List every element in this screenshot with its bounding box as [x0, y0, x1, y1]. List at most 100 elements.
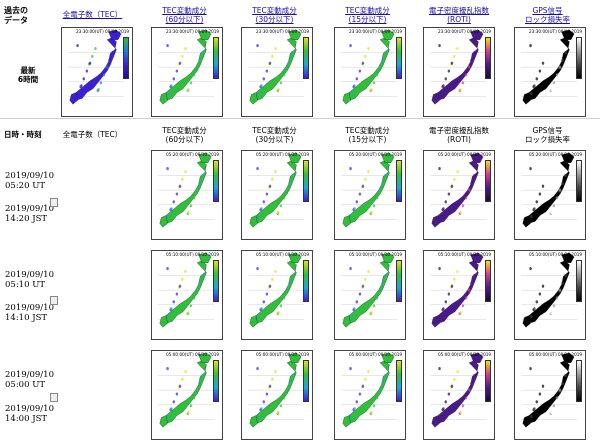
japan-map-graphic [248, 29, 305, 105]
latest-map-col-4[interactable]: 23:30:00(UT) 09/09 2019 [334, 27, 406, 117]
row-3-map-col-4[interactable]: 05:00:00(UT) 09/10 2019 [334, 350, 406, 440]
data-point [170, 407, 173, 411]
data-point [358, 192, 362, 196]
data-point [187, 411, 190, 415]
data-point [530, 91, 533, 96]
data-point [535, 400, 539, 404]
column-link-tec[interactable]: 全電子数（TEC） [62, 10, 123, 19]
row-2-map-col-5[interactable]: 05:10:00(UT) 09/10 2019 [423, 250, 495, 340]
map-timestamp: 05:10:00(UT) 09/10 2019 [529, 252, 583, 257]
map-timestamp: 23:30:00(UT) 09/09 2019 [438, 29, 492, 34]
japan-map-graphic [248, 352, 305, 428]
japan-landmass [561, 29, 575, 40]
latest-map-col-5[interactable]: 23:30:00(UT) 09/09 2019 [423, 27, 495, 117]
data-point [538, 69, 542, 73]
column-link-lol[interactable]: GPS信号 ロック損失率 [525, 6, 570, 24]
japan-landmass [288, 29, 302, 40]
japan-landmass [561, 352, 575, 363]
column-link-tec-60min[interactable]: TEC変動成分 (60分以下) [162, 6, 207, 24]
data-point [561, 58, 564, 62]
data-point [265, 292, 269, 296]
data-point [77, 91, 80, 96]
row-2-map-col-6[interactable]: 05:10:00(UT) 09/10 2019 [514, 250, 586, 340]
data-point [541, 184, 545, 188]
row-3-tec-image-placeholder [50, 393, 58, 402]
data-point [268, 284, 272, 288]
data-point [282, 396, 286, 400]
column-link-tec-15min[interactable]: TEC変動成分 (15分以下) [345, 6, 390, 24]
row-3-map-col-6[interactable]: 05:00:00(UT) 09/10 2019 [514, 350, 586, 440]
data-point [555, 196, 559, 200]
latest-map-col-2[interactable]: 23:30:00(UT) 09/09 2019 [151, 27, 223, 117]
data-point [535, 300, 539, 304]
row-2-map-col-4[interactable]: 05:10:00(UT) 09/10 2019 [334, 250, 406, 340]
japan-map-graphic [158, 152, 215, 228]
data-point [372, 204, 376, 208]
map-timestamp: 05:20:00(UT) 09/10 2019 [529, 152, 583, 157]
latest-map-col-6[interactable]: 23:30:00(UT) 09/09 2019 [514, 27, 586, 117]
japan-landmass [162, 160, 207, 224]
japan-landmass [470, 252, 484, 263]
data-point [277, 88, 280, 92]
row-2-map-col-3[interactable]: 05:10:00(UT) 09/10 2019 [241, 250, 313, 340]
data-point [552, 204, 556, 208]
data-point [192, 196, 196, 200]
data-point [349, 44, 352, 48]
data-point [172, 200, 176, 204]
data-point [256, 267, 259, 271]
row-3-map-col-2[interactable]: 05:00:00(UT) 09/10 2019 [151, 350, 223, 440]
row-1-map-col-6[interactable]: 05:20:00(UT) 09/10 2019 [514, 150, 586, 240]
data-point [367, 369, 370, 374]
row-1-map-col-4[interactable]: 05:20:00(UT) 09/10 2019 [334, 150, 406, 240]
latest-map-col-1[interactable]: 23:30:00(UT) 09/09 2019 [61, 27, 133, 117]
data-point [361, 284, 365, 288]
data-point [541, 61, 545, 65]
japan-map-graphic [248, 152, 305, 228]
map-timestamp: 05:20:00(UT) 09/10 2019 [438, 152, 492, 157]
data-point [192, 296, 196, 300]
row-2-map-col-2[interactable]: 05:10:00(UT) 09/10 2019 [151, 250, 223, 340]
section-divider [0, 118, 600, 119]
data-point [384, 373, 387, 378]
data-point [361, 184, 365, 188]
map-timestamp: 05:20:00(UT) 09/10 2019 [166, 152, 220, 157]
data-point [378, 388, 382, 392]
data-point [257, 91, 260, 96]
latest-map-col-3[interactable]: 23:30:00(UT) 09/09 2019 [241, 27, 313, 117]
data-point [464, 196, 468, 200]
data-point [256, 367, 259, 371]
row-1-map-col-2[interactable]: 05:20:00(UT) 09/10 2019 [151, 150, 223, 240]
data-point [529, 367, 532, 371]
colorbar [123, 37, 129, 79]
japan-landmass [470, 352, 484, 363]
data-point [288, 58, 291, 62]
data-point [88, 61, 92, 65]
column-link-roti[interactable]: 電子密度擾乱指数 (ROTI) [429, 6, 489, 24]
row-3-map-col-3[interactable]: 05:00:00(UT) 09/10 2019 [241, 350, 313, 440]
data-point [178, 284, 182, 288]
data-point [291, 50, 294, 55]
data-point [184, 169, 187, 174]
data-point [375, 73, 379, 77]
japan-landmass [249, 92, 258, 105]
data-point [444, 200, 448, 204]
japan-map-graphic [521, 352, 578, 428]
column-link-tec-30min[interactable]: TEC変動成分 (30分以下) [252, 6, 297, 24]
data-point [459, 311, 462, 315]
data-point [552, 304, 556, 308]
row-1-map-col-5[interactable]: 05:20:00(UT) 09/10 2019 [423, 150, 495, 240]
data-point [260, 84, 263, 88]
data-point [538, 392, 542, 396]
data-point [271, 54, 274, 58]
row-3-map-col-5[interactable]: 05:00:00(UT) 09/10 2019 [423, 350, 495, 440]
data-point [470, 58, 473, 62]
data-point [82, 77, 86, 81]
map-timestamp: 05:20:00(UT) 09/10 2019 [256, 152, 310, 157]
data-point [442, 407, 445, 411]
data-point [550, 311, 553, 315]
data-point [384, 50, 387, 55]
row-1-map-col-3[interactable]: 05:20:00(UT) 09/10 2019 [241, 150, 313, 240]
data-point [350, 91, 353, 96]
data-point [166, 267, 169, 271]
data-point [384, 173, 387, 178]
